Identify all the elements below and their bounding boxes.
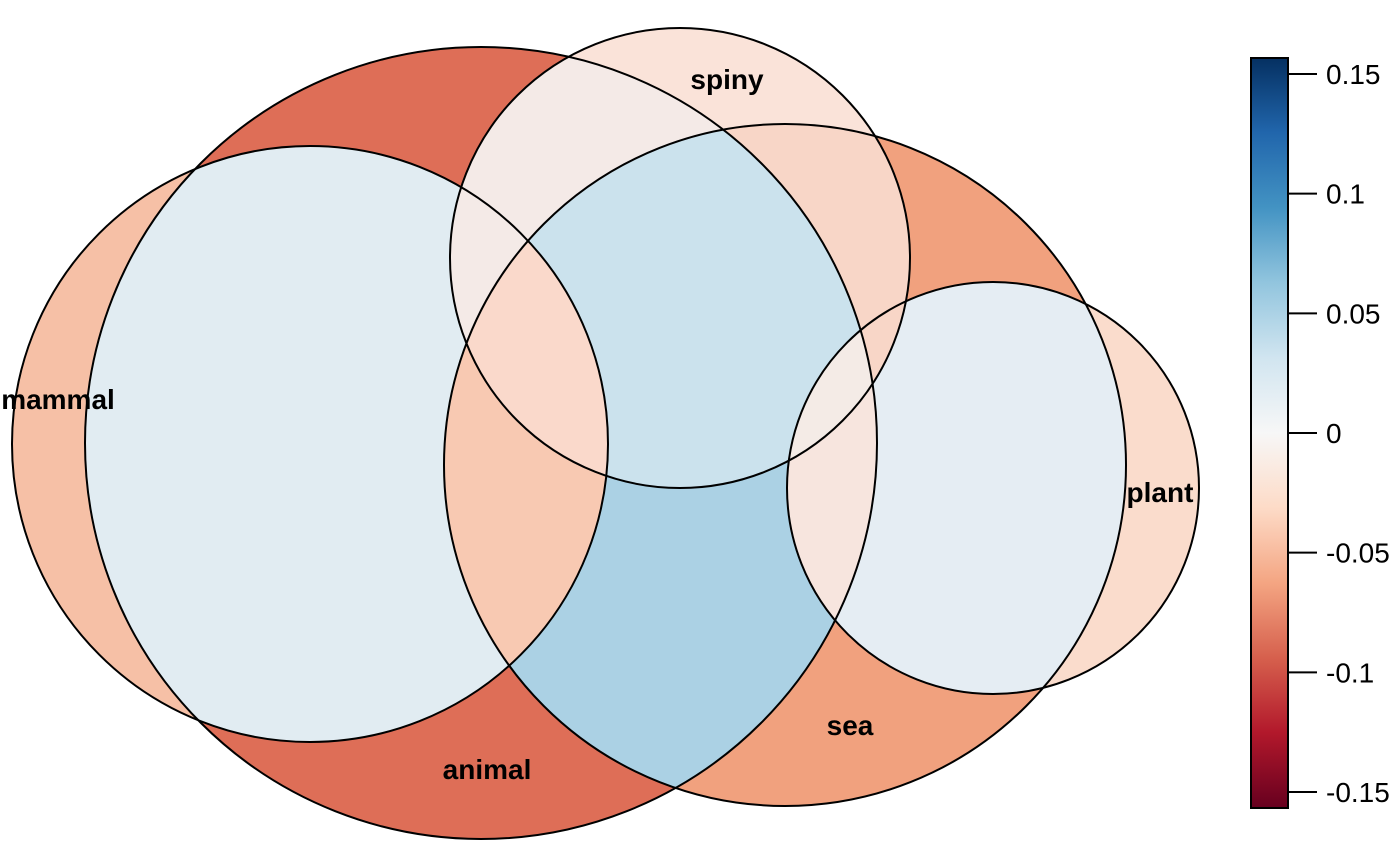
- set-labels: animal mammal spiny sea plant: [1, 64, 1193, 785]
- outline-sea: [443, 123, 1127, 807]
- colorbar-ticks: 0.15 0.1 0.05 0 -0.05 -0.1 -0.15: [1288, 59, 1390, 808]
- colorbar-tick-label: 0.05: [1326, 298, 1381, 329]
- outline-plant: [786, 281, 1200, 695]
- region-mammal-animal-spiny: [450, 146, 608, 488]
- region-fills: [12, 28, 1199, 839]
- region-plant-sea: [787, 282, 1126, 694]
- colorbar-gradient: [1250, 57, 1289, 809]
- colorbar-tick-label: 0.1: [1326, 179, 1365, 210]
- label-plant: plant: [1127, 477, 1194, 508]
- colorbar-tick-label: 0.15: [1326, 59, 1381, 90]
- outline-mammal: [11, 145, 609, 743]
- colorbar-legend: 0.15 0.1 0.05 0 -0.05 -0.1 -0.15: [1250, 57, 1390, 809]
- label-sea: sea: [827, 710, 874, 741]
- set-outlines: [11, 27, 1200, 840]
- colorbar-tick-label: 0: [1326, 418, 1342, 449]
- outline-animal: [84, 46, 878, 840]
- outline-spiny: [449, 27, 911, 489]
- label-mammal: mammal: [1, 384, 115, 415]
- colorbar-tick-label: -0.15: [1326, 777, 1390, 808]
- label-spiny: spiny: [690, 64, 764, 95]
- colorbar-tick-label: -0.05: [1326, 538, 1390, 569]
- label-animal: animal: [443, 754, 532, 785]
- colorbar-tick-label: -0.1: [1326, 657, 1374, 688]
